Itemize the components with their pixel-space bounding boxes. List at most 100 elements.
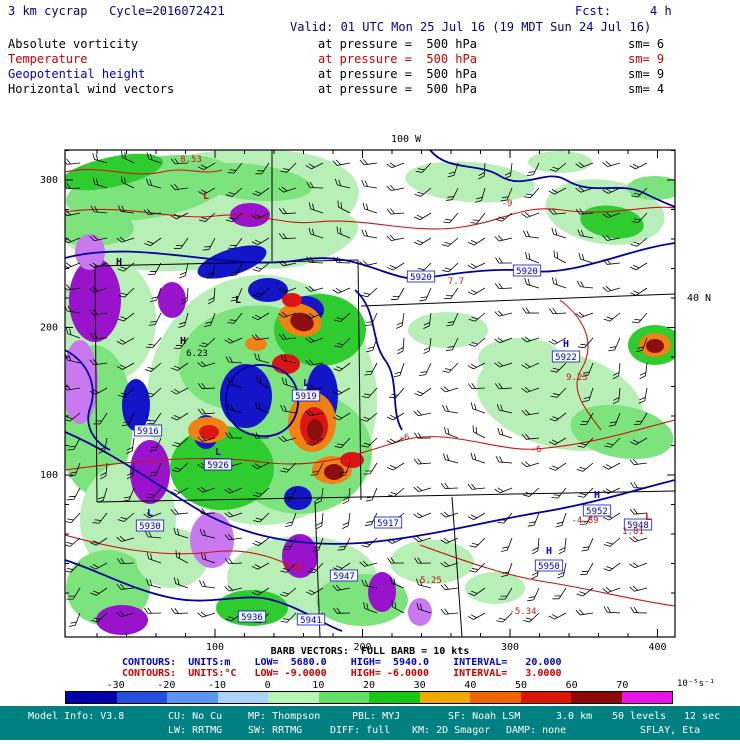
extremum-label: 1.81	[622, 527, 644, 537]
vertical-levels: 50 levels	[612, 711, 667, 722]
colorbar-tick: 30	[413, 680, 426, 691]
extremum-label: 6.23	[186, 349, 208, 359]
extremum-label: -9	[502, 199, 513, 209]
pbl-scheme: PBL: MYJ	[352, 711, 401, 722]
model-title: 3 km cycrap Cycle=2016072421	[8, 4, 225, 18]
colorbar-segment	[369, 692, 420, 703]
extremum-label: 5.25	[420, 576, 442, 586]
contour-label: 5952	[586, 507, 608, 517]
extremum-label: -4.89	[571, 516, 598, 526]
vorticity-fill	[65, 150, 675, 635]
extremum-label: -6	[399, 433, 410, 443]
extremum-label: H	[180, 336, 186, 347]
colorbar-tick: 20	[362, 680, 376, 691]
colorbar-tick-labels: -30 -20 -10 0 10 20 30 40 50 60 70	[0, 680, 740, 691]
parallel-label: 40 N	[687, 293, 711, 304]
colorbar-segment	[217, 692, 268, 703]
field-pressure-height: at pressure = 500 hPa	[318, 67, 477, 81]
field-pressure-wind: at pressure = 500 hPa	[318, 82, 477, 96]
extremum-label: -5.34	[509, 607, 536, 617]
extremum-label: H	[116, 257, 122, 268]
extremum-label: L	[645, 512, 651, 523]
colorbar-tick: 50	[514, 680, 528, 691]
colorbar-segment	[318, 692, 369, 703]
field-pressure-vorticity: at pressure = 500 hPa	[318, 37, 477, 51]
contour-label: 5920	[410, 273, 432, 283]
colorbar-tick: 70	[616, 680, 629, 691]
colorbar-tick: -10	[207, 680, 227, 691]
contour-label: 5936	[241, 613, 263, 623]
temp-contour-legend: CONTOURS: UNITS:°C LOW= -9.0000 HIGH= -6…	[122, 668, 562, 679]
extremum-label: H	[563, 339, 569, 350]
map-axes: 100 200 300 400 100 200 300 100 W 40 N	[40, 134, 711, 653]
cumulus-scheme: CU: No Cu	[168, 711, 223, 722]
colorbar-segment	[621, 692, 672, 703]
y-tick-label: 200	[40, 323, 58, 334]
colorbar-tick: 40	[464, 680, 477, 691]
field-smooth-vorticity: sm= 6	[628, 37, 665, 51]
colorbar-tick: 0	[264, 680, 271, 691]
extremum-label: L	[303, 378, 309, 389]
forecast-label: Fcst:	[575, 4, 612, 18]
colorbar-segment	[571, 692, 622, 703]
colorbar-segment	[66, 692, 117, 703]
extremum-label: L	[215, 447, 221, 458]
valid-time: Valid: 01 UTC Mon 25 Jul 16 (19 MDT Sun …	[290, 20, 652, 34]
colorbar-segment	[116, 692, 167, 703]
extremum-label: L	[203, 191, 209, 202]
wind-barbs	[65, 150, 648, 627]
surface-scheme: SF: Noah LSM	[448, 711, 521, 722]
height-contour-legend: CONTOURS: UNITS:m LOW= 5680.0 HIGH= 5940…	[122, 657, 562, 668]
surface-layer: SFLAY, Eta	[640, 725, 701, 736]
contour-label: 5917	[377, 519, 399, 529]
contour-label: 5920	[516, 267, 538, 277]
colorbar-tick: -20	[157, 680, 176, 691]
extremum-label: -6	[531, 445, 542, 455]
field-name-height: Geopotential height	[8, 67, 146, 81]
contour-label: 5941	[300, 616, 322, 626]
extremum-label: H	[594, 490, 600, 501]
grid-spacing: 3.0 km	[556, 711, 593, 722]
extremum-label: L	[145, 413, 151, 424]
colorbar-segment	[268, 692, 319, 703]
contour-label: 5950	[538, 562, 560, 572]
contour-label: 5930	[139, 522, 161, 532]
y-tick-label: 300	[40, 175, 58, 186]
contour-label: 5922	[555, 353, 577, 363]
colorbar-segment	[419, 692, 470, 703]
damping: DAMP: none	[506, 725, 567, 736]
field-smooth-wind: sm= 4	[628, 82, 665, 96]
extremum-label: H	[546, 546, 552, 557]
extremum-label: L	[235, 295, 241, 306]
colorbar-tick: 60	[565, 680, 578, 691]
contour-label: 5919	[295, 392, 317, 402]
field-name-vorticity: Absolute vorticity	[8, 37, 139, 51]
extremum-label: 7.7	[448, 277, 464, 287]
field-name-wind: Horizontal wind vectors	[8, 82, 175, 96]
contour-label: 5926	[207, 461, 229, 471]
eddy-coefficient: KM: 2D Smagor	[412, 725, 491, 736]
colorbar-segment	[167, 692, 218, 703]
colorbar	[65, 691, 673, 704]
field-smooth-temperature: sm= 9	[628, 52, 665, 66]
model-info-bar: Model Info: V3.8 CU: No Cu MP: Thompson …	[0, 706, 740, 740]
barb-legend: BARB VECTORS: FULL BARB = 10 kts	[270, 646, 470, 657]
colorbar-tick: 10	[312, 680, 325, 691]
extremum-label: L	[147, 508, 153, 519]
extremum-label: 5.91	[283, 562, 305, 572]
x-tick-label: 200	[353, 642, 371, 653]
colorbar-unit: 10⁻⁵s⁻¹	[677, 679, 715, 689]
colorbar-segment	[520, 692, 571, 703]
state-borders	[94, 150, 675, 637]
diffusion: DIFF: full	[330, 725, 391, 736]
contour-label: 5947	[333, 572, 355, 582]
model-version: Model Info: V3.8	[28, 711, 125, 722]
colorbar-tick: -30	[106, 680, 125, 691]
extremum-label: 9.23	[566, 373, 588, 383]
contour-label: 5948	[627, 521, 649, 531]
field-pressure-temperature: at pressure = 500 hPa	[318, 52, 477, 66]
contour-label: 5916	[137, 427, 159, 437]
colorbar-segment	[470, 692, 521, 703]
